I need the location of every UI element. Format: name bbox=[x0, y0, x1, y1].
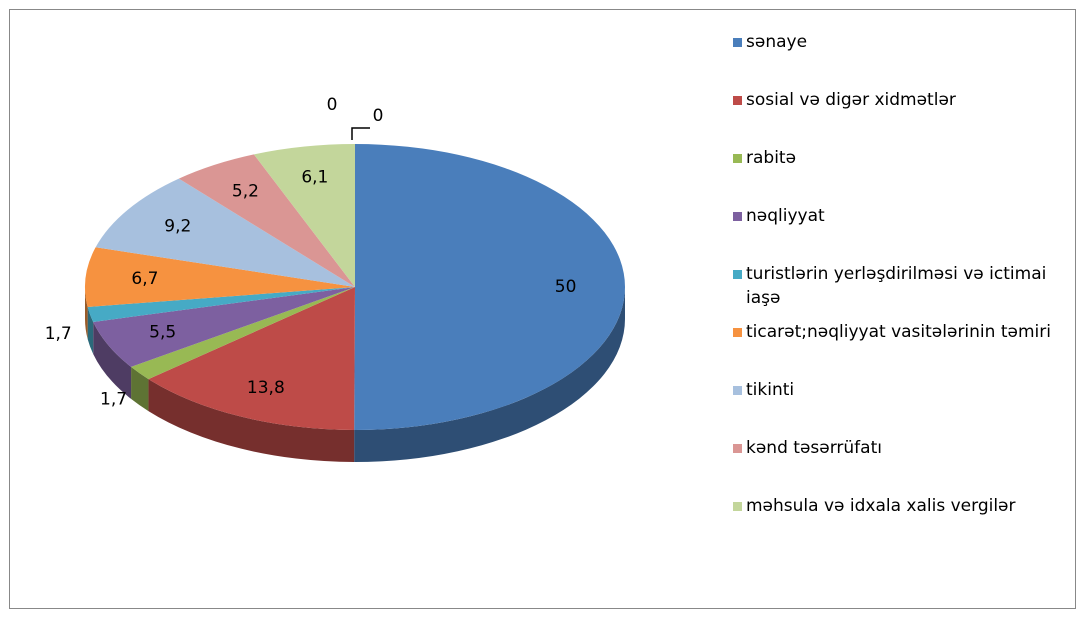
legend-item: sosial və digər xidmətlər bbox=[733, 88, 1063, 146]
sides bbox=[85, 287, 625, 462]
legend-item: nəqliyyat bbox=[733, 204, 1063, 262]
legend-item: rabitə bbox=[733, 146, 1063, 204]
legend-label: nəqliyyat bbox=[746, 206, 825, 226]
slice-side bbox=[148, 379, 355, 462]
legend-swatch bbox=[733, 38, 742, 47]
leader-line bbox=[351, 127, 370, 140]
data-label: 5,2 bbox=[232, 182, 259, 202]
legend-label: ticarət;nəqliyyat vasitələrinin təmiri bbox=[746, 322, 1051, 342]
legend-item: ticarət;nəqliyyat vasitələrinin təmiri bbox=[733, 320, 1063, 378]
data-label: 13,8 bbox=[247, 378, 285, 398]
tops bbox=[85, 144, 626, 431]
legend-swatch bbox=[733, 444, 742, 453]
slice bbox=[253, 144, 355, 287]
slice-side bbox=[131, 366, 149, 412]
legend-item: sənaye bbox=[733, 30, 1063, 88]
data-label: 1,7 bbox=[45, 324, 72, 344]
slice-side bbox=[87, 306, 94, 354]
legend-label: sənaye bbox=[746, 32, 808, 52]
legend-label: kənd təsərrüfatı bbox=[746, 438, 882, 458]
data-label: 1,7 bbox=[100, 389, 127, 409]
legend-item: kənd təsərrüfatı bbox=[733, 436, 1063, 494]
legend-swatch bbox=[733, 328, 742, 337]
slice bbox=[131, 287, 355, 380]
legend-swatch bbox=[733, 386, 742, 395]
data-label: 0 bbox=[373, 106, 384, 126]
slice bbox=[148, 287, 355, 430]
slice-side bbox=[354, 287, 625, 462]
slice bbox=[95, 178, 356, 287]
legend-label: sosial və digər xidmətlər bbox=[746, 90, 956, 110]
slice bbox=[354, 144, 626, 431]
legend-swatch bbox=[733, 270, 742, 279]
legend: sənaye sosial və digər xidmətlər rabitə nəq… bbox=[733, 30, 1063, 552]
legend-label: məhsula və idxala xalis vergilər bbox=[746, 496, 1016, 516]
chart-frame bbox=[9, 9, 1076, 609]
data-label: 9,2 bbox=[164, 217, 191, 237]
data-label: 5,5 bbox=[149, 322, 176, 342]
data-label: 6,1 bbox=[301, 168, 328, 188]
legend-item: məhsula və idxala xalis vergilər bbox=[733, 494, 1063, 552]
data-label: 0 bbox=[327, 95, 338, 115]
slice-side bbox=[93, 321, 132, 399]
legend-swatch bbox=[733, 502, 742, 511]
data-label: 6,7 bbox=[131, 269, 158, 289]
slice bbox=[178, 154, 355, 287]
legend-label: rabitə bbox=[746, 148, 797, 168]
legend-item: tikinti bbox=[733, 378, 1063, 436]
slice bbox=[85, 247, 355, 307]
slice-side bbox=[85, 287, 88, 339]
slice bbox=[87, 287, 355, 322]
legend-label: turistlərin yerləşdirilməsi və ictimai i… bbox=[746, 264, 1047, 308]
legend-item: turistlərin yerləşdirilməsi və ictimai i… bbox=[733, 262, 1063, 320]
slice bbox=[93, 287, 356, 367]
legend-label: tikinti bbox=[746, 380, 795, 400]
legend-swatch bbox=[733, 154, 742, 163]
data-label: 50 bbox=[555, 277, 577, 297]
legend-swatch bbox=[733, 212, 742, 221]
legend-swatch bbox=[733, 96, 742, 105]
